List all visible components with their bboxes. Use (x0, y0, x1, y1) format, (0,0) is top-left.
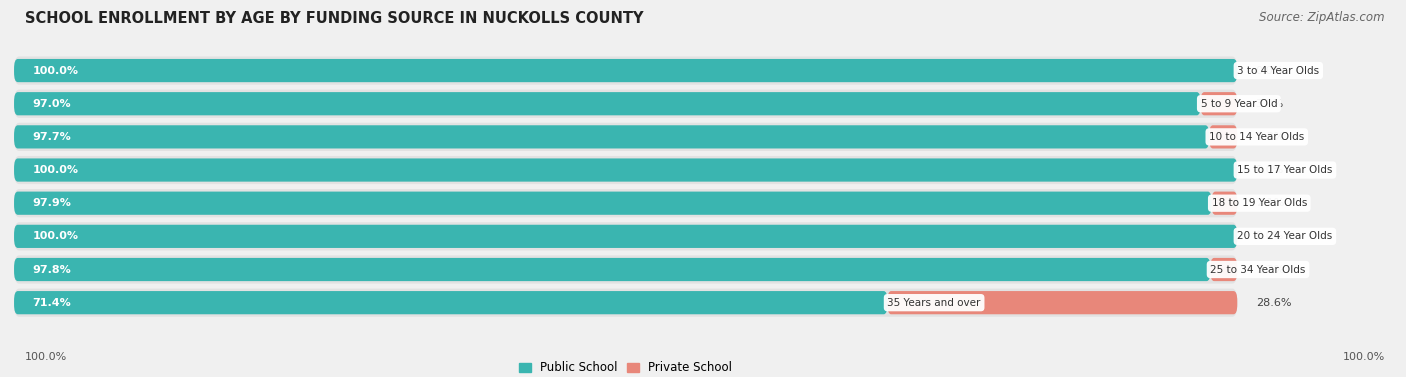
Text: 97.0%: 97.0% (32, 99, 72, 109)
FancyBboxPatch shape (14, 123, 1237, 151)
FancyBboxPatch shape (1212, 192, 1237, 215)
Text: 5 to 9 Year Old: 5 to 9 Year Old (1201, 99, 1277, 109)
FancyBboxPatch shape (14, 158, 1237, 182)
FancyBboxPatch shape (14, 288, 1237, 317)
Text: 0.0%: 0.0% (1256, 231, 1284, 241)
Text: 71.4%: 71.4% (32, 298, 72, 308)
FancyBboxPatch shape (887, 291, 1237, 314)
Text: 0.0%: 0.0% (1256, 66, 1284, 75)
FancyBboxPatch shape (14, 125, 1209, 149)
Text: 0.0%: 0.0% (1256, 165, 1284, 175)
Text: 100.0%: 100.0% (1343, 352, 1385, 362)
FancyBboxPatch shape (14, 59, 1237, 82)
FancyBboxPatch shape (14, 156, 1237, 184)
FancyBboxPatch shape (14, 256, 1237, 284)
Text: 25 to 34 Year Olds: 25 to 34 Year Olds (1211, 265, 1306, 274)
Text: SCHOOL ENROLLMENT BY AGE BY FUNDING SOURCE IN NUCKOLLS COUNTY: SCHOOL ENROLLMENT BY AGE BY FUNDING SOUR… (25, 11, 644, 26)
FancyBboxPatch shape (14, 192, 1212, 215)
Text: 2.1%: 2.1% (1256, 198, 1284, 208)
Text: 100.0%: 100.0% (25, 352, 67, 362)
Text: 100.0%: 100.0% (32, 66, 79, 75)
Text: 35 Years and over: 35 Years and over (887, 298, 981, 308)
Text: 3.0%: 3.0% (1256, 99, 1284, 109)
Text: 15 to 17 Year Olds: 15 to 17 Year Olds (1237, 165, 1333, 175)
Legend: Public School, Private School: Public School, Private School (515, 356, 737, 377)
Text: 97.8%: 97.8% (32, 265, 72, 274)
Text: 18 to 19 Year Olds: 18 to 19 Year Olds (1212, 198, 1308, 208)
FancyBboxPatch shape (14, 258, 1211, 281)
Text: 10 to 14 Year Olds: 10 to 14 Year Olds (1209, 132, 1305, 142)
Text: 100.0%: 100.0% (32, 165, 79, 175)
FancyBboxPatch shape (14, 90, 1237, 118)
Text: 28.6%: 28.6% (1256, 298, 1291, 308)
Text: 20 to 24 Year Olds: 20 to 24 Year Olds (1237, 231, 1333, 241)
Text: 100.0%: 100.0% (32, 231, 79, 241)
FancyBboxPatch shape (14, 291, 887, 314)
FancyBboxPatch shape (14, 222, 1237, 250)
Text: 2.3%: 2.3% (1256, 132, 1284, 142)
FancyBboxPatch shape (14, 225, 1237, 248)
Text: 2.2%: 2.2% (1256, 265, 1284, 274)
FancyBboxPatch shape (1209, 125, 1237, 149)
FancyBboxPatch shape (14, 189, 1237, 217)
FancyBboxPatch shape (14, 92, 1201, 115)
Text: 3 to 4 Year Olds: 3 to 4 Year Olds (1237, 66, 1319, 75)
FancyBboxPatch shape (14, 57, 1237, 85)
Text: Source: ZipAtlas.com: Source: ZipAtlas.com (1260, 11, 1385, 24)
FancyBboxPatch shape (1201, 92, 1237, 115)
Text: 97.9%: 97.9% (32, 198, 72, 208)
Text: 97.7%: 97.7% (32, 132, 72, 142)
FancyBboxPatch shape (1211, 258, 1237, 281)
